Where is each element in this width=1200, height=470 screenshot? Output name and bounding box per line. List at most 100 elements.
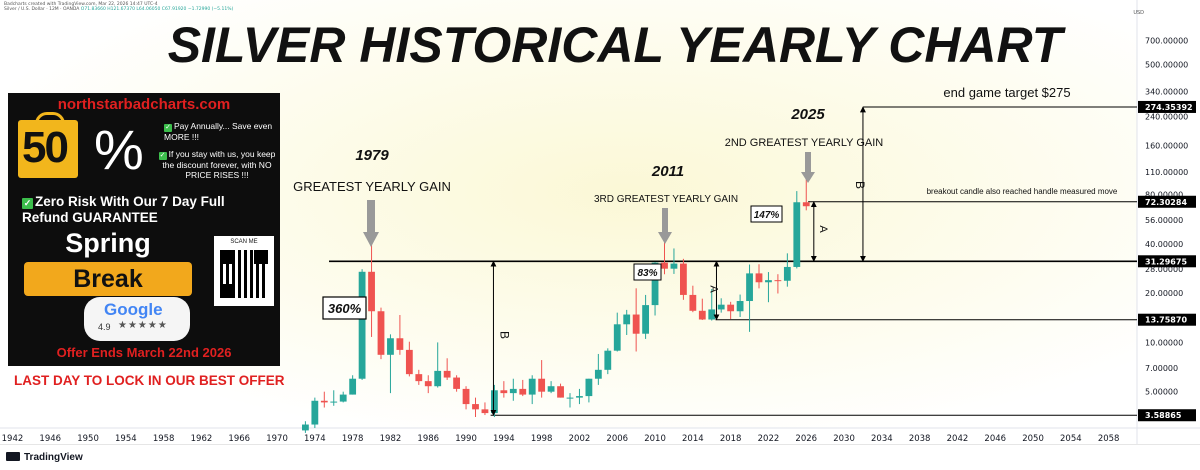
annotations: 1979 GREATEST YEARLY GAIN 360% 2011 3RD GREA…: [293, 85, 1118, 416]
candle-body: [661, 262, 668, 269]
zero-risk: ✓ Zero Risk With Our 7 Day Full Refund GU…: [22, 194, 272, 226]
label-breakout: breakout candle also reached handle meas…: [927, 187, 1118, 196]
candle-body: [490, 390, 498, 414]
candle-body: [547, 386, 555, 392]
candle-body: [396, 338, 404, 350]
candle-body: [576, 396, 583, 398]
discount-percent: %: [94, 118, 144, 181]
price-tick-label: 5.00000: [1145, 388, 1178, 397]
rating-value: 4.9: [98, 322, 111, 332]
caption-text: Badcharts created with TradingView.com, …: [4, 2, 158, 7]
candle-body: [793, 202, 801, 267]
candle-body: [472, 404, 479, 410]
qr-code[interactable]: SCAN ME: [214, 236, 274, 306]
candle-body: [774, 280, 782, 282]
promo-site[interactable]: northstarbadcharts.com: [57, 96, 231, 113]
candle-body: [566, 397, 574, 399]
time-tick-label: 2006: [606, 434, 628, 444]
time-tick-label: 1978: [342, 434, 364, 444]
price-tag-label: 13.75870: [1145, 316, 1187, 325]
price-tag-box: [1138, 195, 1196, 208]
label-a-mid: A: [707, 285, 719, 293]
down-arrow-icon: [658, 208, 672, 244]
tradingview-logo[interactable]: TradingView: [6, 452, 83, 463]
check-icon: ✓: [164, 124, 172, 132]
price-tick-label: 10.00000: [1145, 338, 1183, 347]
candle-body: [349, 378, 357, 395]
time-tick-label: 2002: [569, 434, 591, 444]
candle-body: [387, 338, 394, 355]
candle-body: [651, 262, 659, 306]
candle-body: [500, 390, 508, 394]
promo-banner[interactable]: northstarbadcharts.com 50 % ✓ Pay Annuall…: [8, 93, 280, 366]
label-1979: 1979: [355, 147, 389, 164]
time-tick-label: 1986: [417, 434, 439, 444]
break-badge: Break: [24, 262, 192, 296]
time-tick-label: 2042: [947, 434, 969, 444]
label-third-gain: 3RD GREATEST YEARLY GAIN: [594, 194, 738, 205]
candle-body: [642, 305, 650, 334]
perk-annual-text: Pay Annually... Save even MORE !!!: [164, 121, 273, 142]
google-logo: Google: [104, 300, 163, 319]
time-tick-label: 2038: [909, 434, 931, 444]
candle-body: [689, 294, 697, 311]
time-tick-label: 1998: [531, 434, 553, 444]
price-tick-label: 80.00000: [1145, 191, 1183, 200]
time-tick-label: 1974: [304, 434, 326, 444]
perk-stay-text: If you stay with us, you keep the discou…: [162, 149, 276, 180]
tradingview-icon: [6, 452, 20, 461]
price-tag-box: [1138, 255, 1196, 268]
price-axis: 5.000007.0000010.0000014.0000020.0000028…: [1145, 36, 1188, 396]
qr-icon: [220, 250, 268, 298]
currency-label: USD: [1133, 10, 1144, 16]
candle-body: [613, 324, 621, 351]
perk-annual: ✓ Pay Annually... Save even MORE !!!: [164, 121, 276, 142]
time-tick-label: 1946: [39, 434, 61, 444]
candle-body: [594, 369, 602, 379]
candle-body: [538, 378, 546, 392]
gain-box-83: [633, 263, 662, 281]
check-icon: ✓: [158, 152, 167, 160]
price-tag-label: 3.58865: [1145, 411, 1182, 420]
time-tick-label: 1950: [77, 434, 99, 444]
gain-box-147: [750, 205, 783, 223]
label-2025: 2025: [790, 106, 825, 123]
offer-ends: Offer Ends March 22nd 2026: [56, 345, 232, 360]
candle-body: [528, 378, 536, 395]
time-tick-label: 1942: [2, 434, 24, 444]
time-tick-label: 1958: [153, 434, 175, 444]
price-tag-label: 31.29675: [1145, 257, 1187, 266]
candle-body: [708, 309, 716, 320]
time-tick-label: 2026: [795, 434, 817, 444]
candle-body: [434, 370, 442, 387]
label-second-gain: 2ND GREATEST YEARLY GAIN: [725, 137, 884, 149]
price-tick-label: 56.00000: [1145, 216, 1183, 225]
candle-body: [377, 311, 385, 355]
price-tag-label: 72.30284: [1145, 198, 1187, 207]
candle-body: [604, 350, 612, 370]
time-tick-label: 2014: [682, 434, 704, 444]
candle-body: [368, 271, 375, 312]
candle-body: [330, 401, 338, 403]
label-b-right: B: [853, 181, 867, 189]
candle-body: [736, 301, 744, 312]
price-tick-label: 240.00000: [1145, 112, 1188, 121]
candle-body: [424, 381, 432, 387]
footer-bar: TradingView: [0, 444, 1200, 470]
candle-body: [746, 273, 753, 302]
time-axis: 1942 1946 1950 1954 1958 1962 1966 1970 1974 1978…: [2, 434, 1120, 444]
candle-body: [481, 409, 489, 414]
chart-caption: Badcharts created with TradingView.com, …: [4, 2, 233, 12]
time-tick-label: 1990: [455, 434, 477, 444]
brand-text: TradingView: [24, 452, 83, 463]
price-tag-box: [1138, 100, 1196, 113]
time-tick-label: 1966: [228, 434, 250, 444]
price-tick-label: 7.00000: [1145, 364, 1178, 373]
label-a-right: A: [817, 225, 829, 233]
label-greatest-gain: GREATEST YEARLY GAIN: [293, 179, 451, 194]
candle-body: [462, 388, 470, 405]
price-tick-label: 40.00000: [1145, 240, 1183, 249]
candle-body: [802, 202, 810, 207]
candle-body: [339, 394, 347, 402]
horizontal-lines: [329, 106, 1137, 416]
